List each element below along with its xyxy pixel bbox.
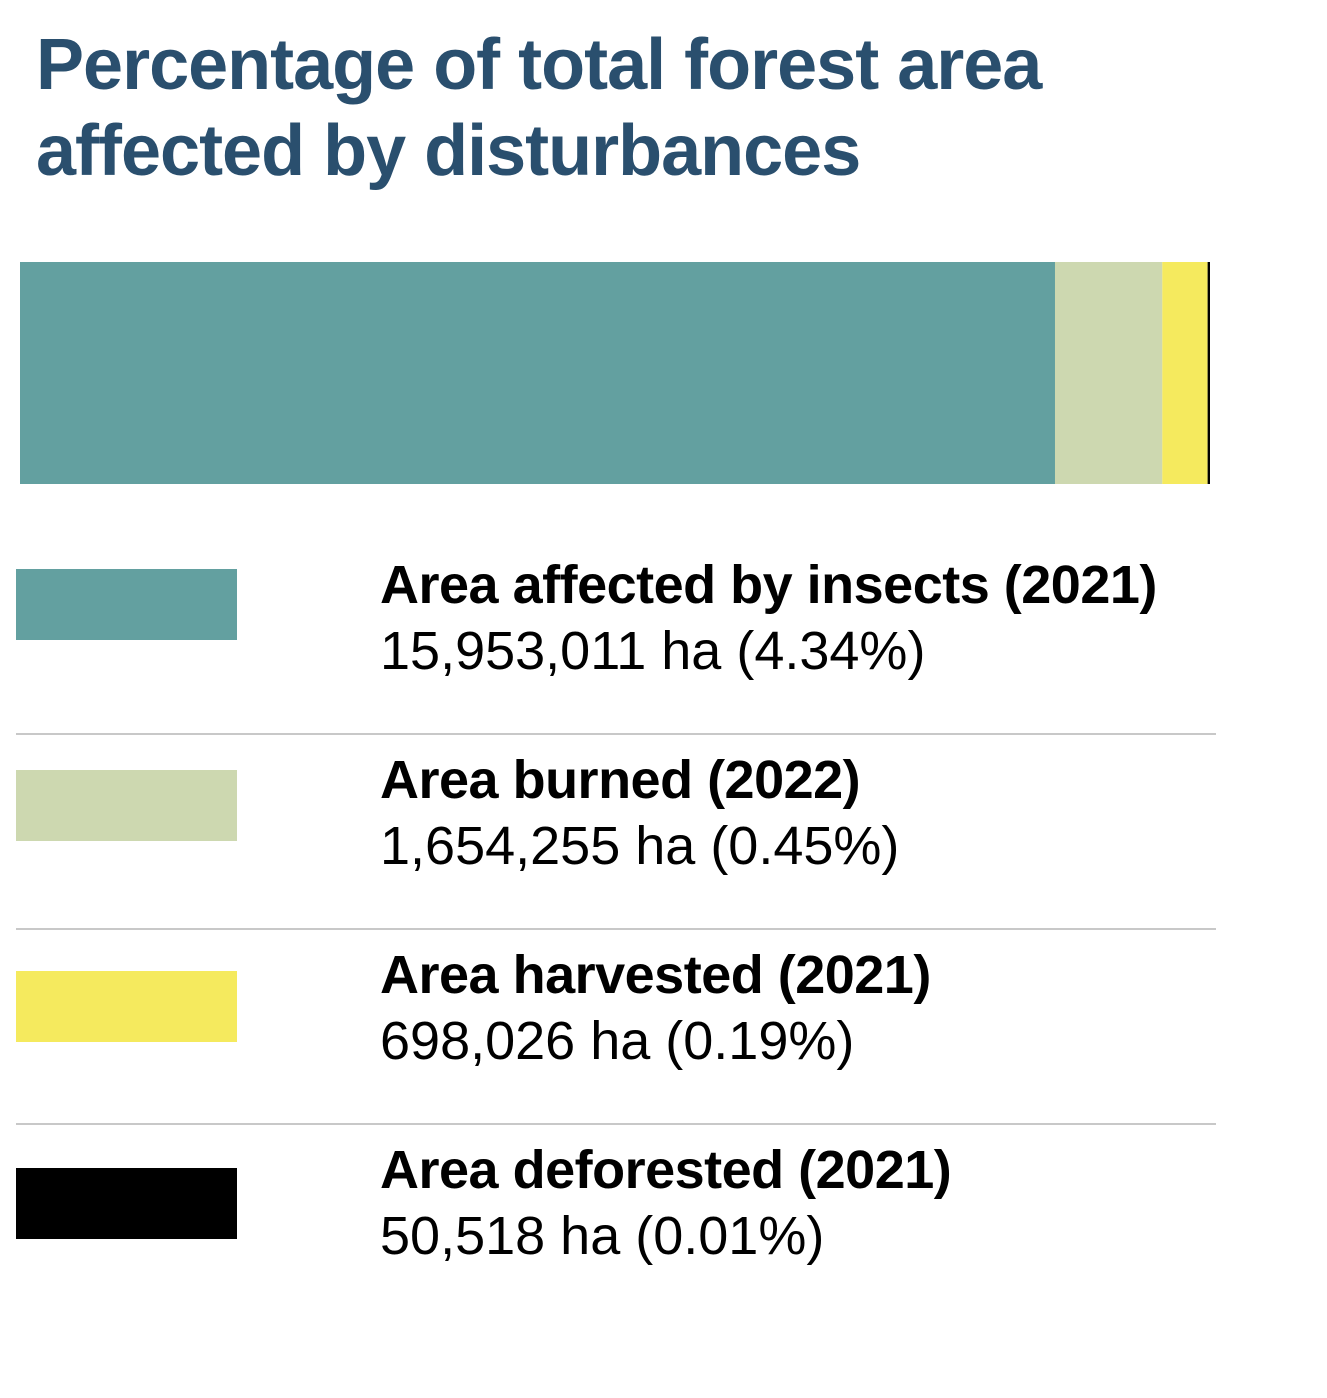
legend-swatch (16, 1168, 237, 1239)
chart-title-line-1: Percentage of total forest area (36, 25, 1042, 105)
legend-percent: (4.34%) (736, 621, 926, 681)
legend-item-burned: Area burned (2022) 1,654,255 ha (0.45%) (16, 735, 1216, 930)
legend-percent: (0.45%) (710, 816, 900, 876)
legend-text: Area harvested (2021) 698,026 ha (0.19%) (380, 942, 931, 1074)
legend-hectares: 50,518 ha (380, 1206, 621, 1266)
legend-swatch (16, 569, 237, 640)
legend-label: Area deforested (2021) (380, 1140, 952, 1200)
bar-segment-insects (20, 262, 1055, 484)
legend-text: Area deforested (2021) 50,518 ha (0.01%) (380, 1137, 952, 1269)
legend-hectares: 15,953,011 ha (380, 621, 722, 681)
legend-value: 50,518 ha (0.01%) (380, 1203, 951, 1269)
legend-label: Area harvested (2021) (380, 945, 931, 1005)
bar-segment-harvested (1162, 262, 1208, 484)
legend-swatch (16, 770, 237, 841)
legend-swatch (16, 971, 237, 1042)
legend-item-insects: Area affected by insects (2021) 15,953,01… (16, 540, 1216, 735)
legend-label: Area burned (2022) (380, 750, 861, 810)
legend-hectares: 1,654,255 ha (380, 816, 696, 876)
legend-item-harvested: Area harvested (2021) 698,026 ha (0.19%) (16, 930, 1216, 1125)
bar-segment-burned (1054, 262, 1163, 484)
chart-title-line-2: affected by disturbances (36, 111, 861, 191)
legend-value: 15,953,011 ha (4.34%) (380, 618, 1157, 684)
legend-item-deforested: Area deforested (2021) 50,518 ha (0.01%) (16, 1125, 1216, 1318)
legend-text: Area burned (2022) 1,654,255 ha (0.45%) (380, 747, 899, 879)
stacked-bar-chart (20, 262, 1210, 484)
legend-value: 698,026 ha (0.19%) (380, 1008, 931, 1074)
legend-percent: (0.19%) (665, 1011, 855, 1071)
legend-percent: (0.01%) (635, 1206, 825, 1266)
legend: Area affected by insects (2021) 15,953,01… (16, 540, 1216, 1318)
legend-value: 1,654,255 ha (0.45%) (380, 813, 899, 879)
legend-label: Area affected by insects (2021) (380, 555, 1157, 615)
bar-segment-deforested (1207, 262, 1210, 484)
legend-hectares: 698,026 ha (380, 1011, 651, 1071)
chart-title: Percentage of total forest area affected… (36, 22, 1296, 194)
legend-text: Area affected by insects (2021) 15,953,01… (380, 552, 1157, 684)
